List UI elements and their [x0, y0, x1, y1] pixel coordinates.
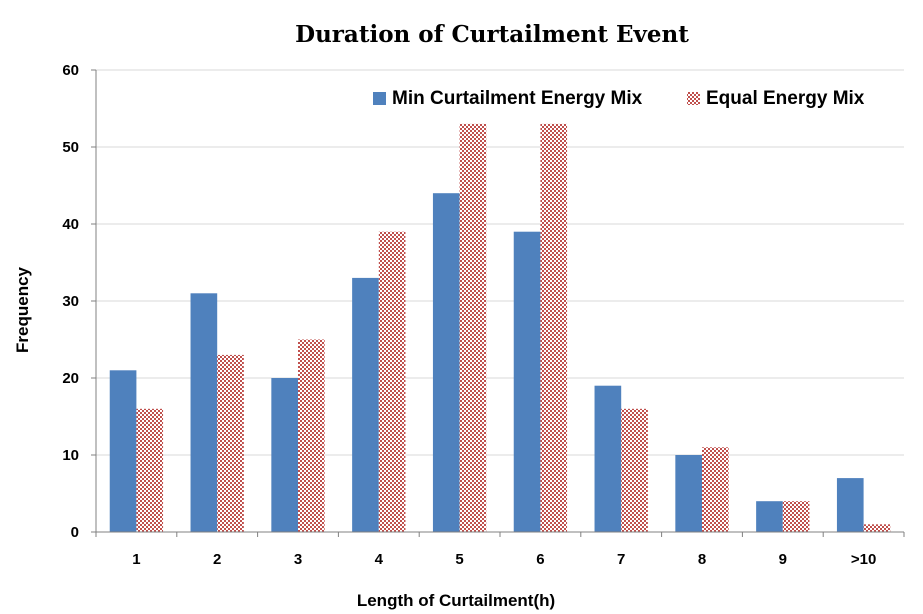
bar: [782, 501, 810, 532]
bar: [621, 408, 648, 532]
y-tick-labels: 0 10 20 30 40 50 60: [62, 62, 79, 541]
x-tick-label: >10: [851, 551, 876, 568]
y-tick-label: 60: [62, 62, 79, 79]
y-tick-label: 10: [62, 447, 79, 464]
bars: [109, 123, 891, 533]
x-tick-label: 2: [213, 551, 221, 568]
bar: [702, 447, 729, 532]
bar: [271, 378, 298, 532]
bar: [352, 277, 379, 532]
y-tick-label: 50: [62, 139, 79, 156]
y-tick-label: 40: [62, 216, 79, 233]
x-tick-label: 9: [779, 551, 787, 568]
x-tick-label: 6: [536, 551, 544, 568]
y-tick-label: 20: [62, 370, 79, 387]
bar: [298, 339, 325, 532]
y-axis-title: Frequency: [13, 266, 32, 353]
bar: [675, 455, 702, 532]
bar: [217, 354, 244, 532]
bar: [863, 524, 891, 532]
y-tick-label: 30: [62, 293, 79, 310]
chart-title: Duration of Curtailment Event: [295, 21, 689, 48]
bar: [459, 123, 487, 533]
legend-label: Equal Energy Mix: [706, 88, 865, 109]
x-tick-label: 4: [375, 551, 384, 568]
legend-label: Min Curtailment Energy Mix: [392, 88, 643, 109]
bar: [540, 123, 568, 533]
x-axis-title: Length of Curtailment(h): [357, 591, 555, 610]
bar: [190, 293, 218, 532]
legend-swatch: [687, 92, 700, 105]
bar: [136, 408, 164, 532]
legend: Min Curtailment Energy Mix Equal Energy M…: [373, 88, 865, 109]
bar: [109, 370, 137, 532]
x-tick-label: 8: [698, 551, 706, 568]
x-tick-label: 3: [294, 551, 302, 568]
bar: [594, 385, 622, 532]
x-tick-labels: 1 2 3 4 5 6 7 8 9 >10: [95, 532, 905, 568]
x-tick-label: 7: [617, 551, 625, 568]
x-tick-label: 5: [455, 551, 463, 568]
bar: [378, 231, 406, 532]
y-tick-label: 0: [71, 524, 79, 541]
bar: [756, 501, 783, 532]
bar: [513, 231, 541, 532]
bar: [432, 193, 460, 532]
x-tick-label: 1: [132, 551, 140, 568]
bar: [836, 478, 864, 532]
legend-swatch: [373, 92, 386, 105]
